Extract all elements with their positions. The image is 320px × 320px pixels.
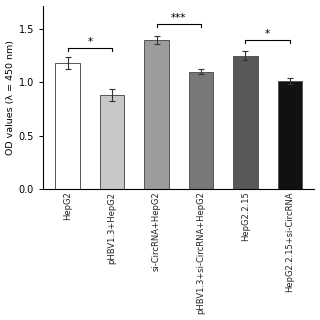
Text: *: * (265, 28, 270, 39)
Y-axis label: OD values (λ = 450 nm): OD values (λ = 450 nm) (5, 40, 14, 155)
Bar (144, 40, 169, 189)
Text: ***: *** (171, 12, 187, 23)
Bar (278, 81, 302, 189)
Bar (55, 63, 80, 189)
Bar (100, 95, 124, 189)
Bar (189, 72, 213, 189)
Text: *: * (87, 37, 92, 47)
Bar (233, 56, 258, 189)
